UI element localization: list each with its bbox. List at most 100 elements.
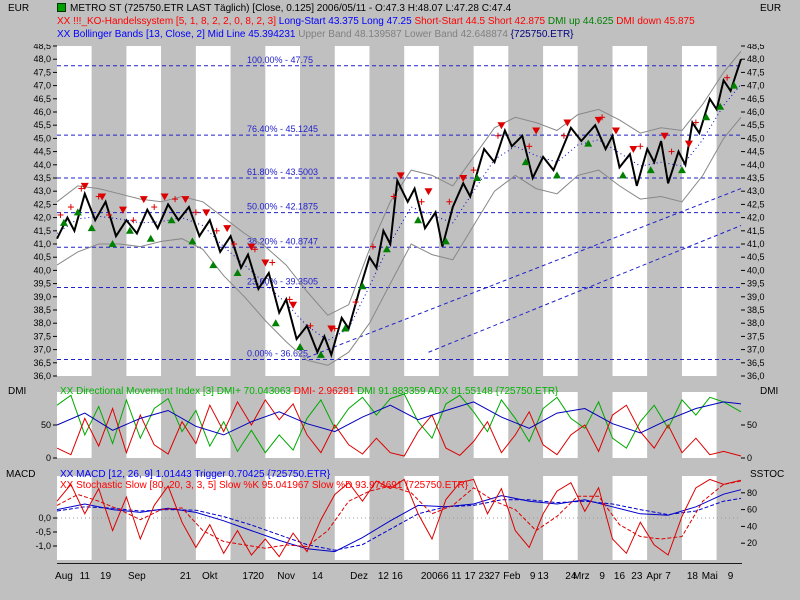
- y-tick-label: 80: [747, 488, 757, 498]
- sell-signal: [223, 225, 232, 233]
- y-tick-label: 48,5: [747, 44, 765, 51]
- buy-signal: [59, 218, 68, 226]
- y-tick-label: 43,0: [747, 186, 765, 196]
- x-tick-label: 27: [488, 571, 501, 582]
- y-tick-label: 43,5: [33, 173, 51, 183]
- x-tick-label: 18: [686, 571, 698, 582]
- legend-segment: XX !!!_KO-Handelssystem [5, 1, 8, 2, 2, …: [57, 16, 279, 27]
- x-tick-label: 2006: [420, 571, 444, 582]
- stochastic-slow-d: [56, 480, 742, 549]
- y-tick-label: 48,0: [747, 54, 765, 64]
- month-stripe: [473, 392, 509, 458]
- fib-level-label: 61.80% - 43.5003: [247, 167, 318, 177]
- sell-signal: [594, 116, 603, 124]
- x-tick-label: 16: [613, 571, 626, 582]
- month-stripe: [612, 46, 648, 376]
- y-tick-label: 41,0: [747, 239, 765, 249]
- trend-line: [306, 188, 742, 358]
- buy-signal: [188, 237, 197, 245]
- month-stripe: [126, 392, 162, 458]
- buy-signal: [108, 240, 117, 247]
- fib-level-label: 38.20% - 40.8747: [247, 236, 318, 246]
- month-stripe: [473, 46, 509, 376]
- buy-signal: [441, 237, 450, 245]
- legend-dmi-line: XX Directional Movement Index [3] DMI+ 7…: [60, 386, 558, 397]
- y-tick-label: 45,0: [747, 133, 765, 143]
- month-stripe: [438, 392, 474, 458]
- month-stripe: [543, 46, 578, 376]
- month-stripe: [716, 392, 741, 458]
- y-tick-label: 41,5: [33, 226, 51, 236]
- y-tick-label: 44,5: [33, 147, 51, 157]
- x-tick-label: 23: [631, 571, 643, 582]
- y-tick-label: 46,5: [747, 94, 765, 104]
- main-price-chart: 100.00% - 47.75 76.40% - 45.1245 61.80% - …: [33, 44, 765, 381]
- x-tick-label: Okt: [201, 571, 218, 582]
- month-stripe: [369, 46, 405, 376]
- buy-signal: [702, 113, 711, 121]
- legend-segment: {725750.ETR}: [510, 29, 574, 40]
- buy-signal: [677, 166, 686, 174]
- x-tick-label: Mrz: [572, 571, 590, 582]
- buy-signal: [521, 158, 530, 166]
- y-tick-label: 38,0: [33, 318, 51, 328]
- y-tick-label: 39,0: [747, 292, 765, 302]
- month-stripe: [438, 476, 474, 560]
- legend-trading-system-line: XX !!!_KO-Handelssystem [5, 1, 8, 2, 2, …: [57, 16, 695, 27]
- macd-line: [56, 489, 742, 553]
- month-stripe: [647, 392, 682, 458]
- sell-signal: [684, 140, 693, 148]
- y-tick-label: -0,5: [35, 527, 51, 537]
- sell-signal: [139, 196, 148, 204]
- stochastic-slow-k: [56, 478, 742, 558]
- buy-signal: [146, 234, 155, 242]
- y-tick-label: 44,5: [747, 147, 765, 157]
- sell-signal: [396, 172, 405, 180]
- buy-signal: [209, 261, 218, 269]
- buy-signal: [125, 226, 134, 234]
- y-tick-label: 43,5: [747, 173, 765, 183]
- x-tick-label: Nov: [277, 571, 296, 582]
- month-stripe: [161, 476, 196, 560]
- y-tick-label: 47,0: [747, 81, 765, 91]
- month-stripe: [577, 392, 613, 458]
- sell-signal: [532, 127, 541, 135]
- y-tick-label: 42,0: [747, 213, 765, 223]
- x-tick-label: 9: [727, 571, 734, 582]
- fib-level-label: 100.00% - 47.75: [247, 55, 313, 65]
- sell-signal: [612, 127, 621, 135]
- x-tick-label: 7: [665, 571, 671, 582]
- x-tick-label: 17: [242, 571, 254, 582]
- month-stripe: [126, 476, 162, 560]
- y-tick-label: 40,0: [33, 265, 51, 275]
- buy-signal: [296, 342, 305, 350]
- buy-signal: [87, 224, 96, 232]
- y-tick-label: 40,5: [33, 252, 51, 262]
- sell-signal: [424, 188, 433, 196]
- y-tick-label: 44,0: [33, 160, 51, 170]
- sell-signal: [247, 243, 256, 251]
- month-stripe: [57, 46, 92, 376]
- x-tick-label: 11: [451, 571, 462, 582]
- fib-level-label: 0.00% - 36.625: [247, 349, 308, 359]
- legend-segment: METRO ST (725750.ETR LAST Täglich) [Clos…: [70, 3, 512, 14]
- x-tick-label: 14: [311, 571, 323, 582]
- month-stripe: [126, 46, 162, 376]
- buy-signal: [233, 269, 242, 277]
- buy-signal: [73, 208, 82, 216]
- close-zigzag: [56, 58, 742, 359]
- sell-signal: [202, 209, 211, 217]
- x-tick-label: Mai: [701, 571, 718, 582]
- x-tick-label: 21: [179, 571, 192, 582]
- month-stripe: [230, 392, 266, 458]
- y-tick-label: 37,0: [747, 345, 765, 355]
- y-tick-label: 45,5: [747, 120, 765, 130]
- x-tick-label: Feb: [503, 571, 521, 582]
- y-tick-label: 0: [747, 453, 752, 463]
- legend-segment: Upper Band 48.139587 Lower Band 42.64887…: [298, 29, 511, 40]
- y-tick-label: 46,5: [33, 94, 51, 104]
- sell-signal: [629, 145, 638, 153]
- legend-instrument-line: METRO ST (725750.ETR LAST Täglich) [Clos…: [57, 3, 511, 14]
- x-tick-label: Apr: [646, 571, 662, 582]
- x-tick-label: 6: [443, 571, 449, 582]
